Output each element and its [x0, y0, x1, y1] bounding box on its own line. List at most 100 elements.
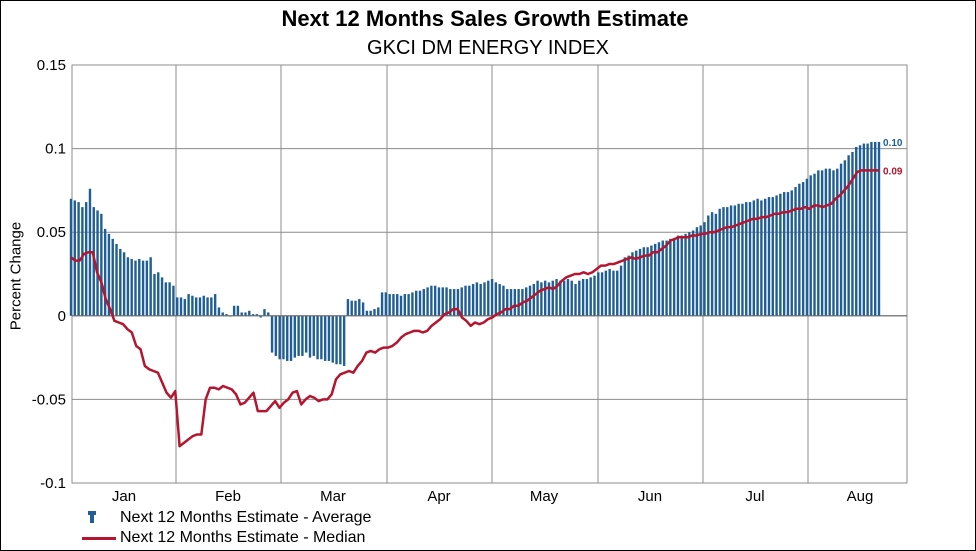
bar [578, 280, 581, 316]
bar [487, 280, 490, 316]
bar [308, 315, 312, 358]
bar [604, 270, 608, 316]
bar [642, 247, 646, 316]
bar [115, 243, 118, 316]
bar [153, 274, 156, 316]
bar [748, 202, 752, 316]
bar [870, 141, 873, 316]
bar [221, 312, 224, 316]
bar [646, 247, 649, 316]
bar [581, 279, 585, 316]
bar [722, 207, 725, 316]
bar [494, 282, 498, 316]
bar [210, 297, 213, 316]
y-tick-label: 0.1 [45, 141, 66, 158]
bar [415, 290, 418, 316]
bar [726, 207, 729, 316]
bar [672, 238, 676, 316]
bar [832, 170, 835, 316]
bar [103, 228, 107, 316]
bar [449, 289, 452, 316]
bar [653, 243, 657, 316]
bar [570, 280, 573, 316]
bar [217, 307, 221, 316]
bar [350, 300, 353, 316]
bar [312, 315, 315, 356]
bar [176, 297, 179, 316]
bar [119, 248, 122, 316]
bar [737, 203, 740, 316]
bar [297, 315, 300, 356]
y-tick-label: 0.15 [37, 57, 66, 74]
bar [441, 287, 444, 316]
bar [536, 280, 539, 316]
bar [263, 309, 266, 316]
bar [392, 294, 395, 316]
bar [745, 202, 748, 316]
bar [760, 200, 763, 316]
legend-bar-swatch-icon [82, 508, 116, 528]
bar-series [69, 141, 881, 366]
bar [407, 294, 410, 316]
bar [528, 285, 532, 316]
bar [532, 284, 535, 316]
bar [855, 146, 858, 316]
bar [286, 315, 289, 361]
legend-item-median: Next 12 Months Estimate - Median [82, 528, 371, 548]
bar [289, 315, 293, 361]
bar [134, 260, 137, 316]
bar [149, 257, 152, 316]
chart-title: Next 12 Months Sales Growth Estimate [281, 6, 689, 31]
bar [475, 282, 479, 316]
bar [551, 280, 554, 316]
x-tick-label: Jan [112, 488, 136, 505]
bar [327, 315, 331, 361]
bar [809, 175, 812, 316]
legend-label-average: Next 12 Months Estimate - Average [120, 509, 372, 526]
bar [479, 284, 482, 316]
bar [509, 289, 513, 316]
bar [122, 252, 126, 316]
bar [661, 240, 664, 316]
bar [707, 215, 710, 316]
bar [130, 258, 133, 316]
bar [96, 210, 99, 316]
bar [597, 272, 600, 316]
bar [824, 168, 828, 316]
bar [805, 178, 809, 316]
bar [323, 315, 327, 361]
x-tick-label: Jun [638, 488, 662, 505]
bar [562, 280, 566, 316]
x-tick-label: Jul [745, 488, 764, 505]
bar [191, 295, 194, 316]
bar [259, 315, 262, 318]
bar [418, 290, 422, 316]
bar [430, 285, 433, 316]
grid-lines [71, 64, 908, 484]
bar [669, 238, 672, 316]
legend-line-swatch-icon [82, 528, 116, 548]
bar [627, 255, 630, 316]
bar [600, 272, 604, 316]
bar [168, 282, 171, 316]
chart-subtitle: GKCI DM ENERGY INDEX [367, 37, 609, 59]
bar [304, 315, 308, 353]
bar [684, 233, 687, 316]
bar [267, 312, 270, 316]
bar [141, 260, 145, 316]
bar [547, 282, 551, 316]
bar [877, 141, 881, 316]
bar [820, 170, 824, 316]
bar [213, 294, 217, 316]
bar [733, 205, 737, 316]
y-tick-label: -0.05 [32, 391, 66, 408]
bar [187, 294, 190, 316]
bar [858, 145, 862, 316]
bar [813, 173, 816, 316]
bar [665, 240, 668, 316]
bar [172, 285, 175, 316]
bar [396, 294, 399, 316]
bar [695, 227, 699, 316]
bar [377, 307, 380, 316]
legend-label-median: Next 12 Months Estimate - Median [120, 529, 366, 546]
